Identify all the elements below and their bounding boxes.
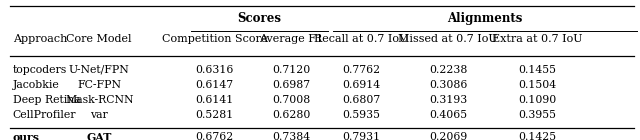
Text: Competition Score: Competition Score (162, 34, 267, 44)
Text: CellProfiler: CellProfiler (13, 110, 76, 121)
Text: 0.1090: 0.1090 (518, 95, 557, 105)
Text: 0.7384: 0.7384 (272, 132, 310, 140)
Text: 0.6807: 0.6807 (342, 95, 381, 105)
Text: 0.3955: 0.3955 (518, 110, 557, 121)
Text: 0.6280: 0.6280 (272, 110, 310, 121)
Text: 0.7008: 0.7008 (272, 95, 310, 105)
Text: Missed at 0.7 IoU: Missed at 0.7 IoU (398, 34, 498, 44)
Text: 0.6316: 0.6316 (195, 65, 234, 75)
Text: 0.2069: 0.2069 (429, 132, 467, 140)
Text: var: var (90, 110, 108, 121)
Text: 0.7931: 0.7931 (342, 132, 381, 140)
Text: Deep Retina: Deep Retina (13, 95, 81, 105)
Text: Extra at 0.7 IoU: Extra at 0.7 IoU (492, 34, 583, 44)
Text: 0.6762: 0.6762 (195, 132, 234, 140)
Text: 0.7762: 0.7762 (342, 65, 381, 75)
Text: 0.2238: 0.2238 (429, 65, 467, 75)
Text: 0.6141: 0.6141 (195, 95, 234, 105)
Text: Scores: Scores (237, 12, 281, 25)
Text: Core Model: Core Model (67, 34, 132, 44)
Text: 0.1504: 0.1504 (518, 80, 557, 90)
Text: 0.7120: 0.7120 (272, 65, 310, 75)
Text: ours: ours (13, 132, 40, 140)
Text: FC-FPN: FC-FPN (77, 80, 121, 90)
Text: 0.5935: 0.5935 (342, 110, 381, 121)
Text: Alignments: Alignments (447, 12, 522, 25)
Text: 0.6987: 0.6987 (272, 80, 310, 90)
Text: 0.3086: 0.3086 (429, 80, 467, 90)
Text: Average F1: Average F1 (259, 34, 323, 44)
Text: Jacobkie: Jacobkie (13, 80, 60, 90)
Text: 0.1455: 0.1455 (518, 65, 557, 75)
Text: Approach: Approach (13, 34, 67, 44)
Text: Recall at 0.7 IoU: Recall at 0.7 IoU (314, 34, 409, 44)
Text: 0.4065: 0.4065 (429, 110, 467, 121)
Text: 0.1425: 0.1425 (518, 132, 557, 140)
Text: GAT: GAT (86, 132, 112, 140)
Text: topcoders: topcoders (13, 65, 67, 75)
Text: U-Net/FPN: U-Net/FPN (69, 65, 129, 75)
Text: 0.6914: 0.6914 (342, 80, 381, 90)
Text: Mask-RCNN: Mask-RCNN (65, 95, 134, 105)
Text: 0.5281: 0.5281 (195, 110, 234, 121)
Text: 0.3193: 0.3193 (429, 95, 467, 105)
Text: 0.6147: 0.6147 (195, 80, 234, 90)
